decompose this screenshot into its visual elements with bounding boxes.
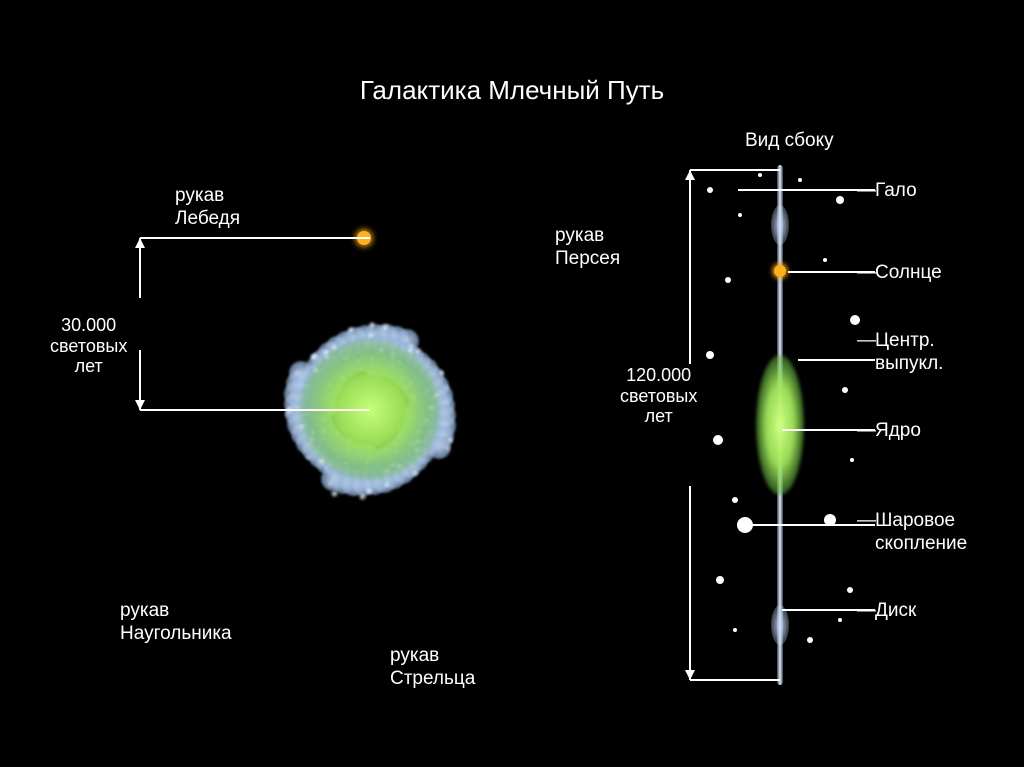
side-label-cluster: Шаровоескопление: [875, 510, 967, 556]
label-dash: —: [857, 180, 876, 203]
label-dash: —: [857, 600, 876, 623]
galaxy-side-view: Вид сбоку 120.000световыхлет —Гало—Солнц…: [640, 120, 1000, 740]
page-title: Галактика Млечный Путь: [0, 75, 1024, 106]
dimension-sun-distance-label: 30.000световыхлет: [50, 315, 127, 377]
side-label-sun: Солнце: [875, 262, 942, 285]
side-label-core: Ядро: [875, 420, 921, 443]
galaxy-top-view: рукавЛебедя рукавПерсея рукавНаугольника…: [60, 140, 620, 700]
arm-label-cygnus: рукавЛебедя: [175, 185, 240, 231]
label-dash: —: [857, 420, 876, 443]
arm-label-perseus: рукавПерсея: [555, 225, 620, 271]
label-dash: —: [857, 262, 876, 285]
label-dash: —: [857, 510, 876, 533]
side-label-bulge: Центр.выпукл.: [875, 330, 943, 376]
side-labels-group: —Гало—Солнце—Центр.выпукл.—Ядро—Шаровоес…: [640, 120, 1000, 740]
label-dash: —: [857, 330, 876, 353]
arm-label-norma: рукавНаугольника: [120, 600, 232, 646]
leader-line: [798, 359, 875, 361]
leader-line: [738, 189, 875, 191]
arm-label-sagittarius: рукавСтрельца: [390, 645, 475, 691]
side-label-halo: Гало: [875, 180, 917, 203]
side-label-disk: Диск: [875, 600, 916, 623]
leader-line: [746, 524, 875, 526]
